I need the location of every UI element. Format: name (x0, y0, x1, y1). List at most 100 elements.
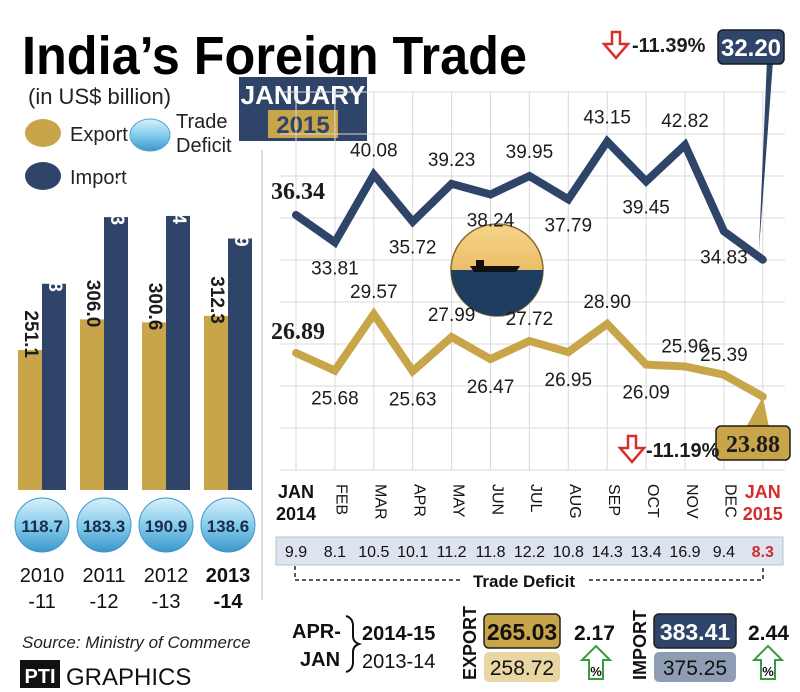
deficit-table-cell: 12.2 (514, 544, 545, 561)
ship-picture (450, 223, 544, 317)
month-label: FEB (333, 484, 350, 515)
summary-block: APR- JAN 2014-15 2013-14 EXPORT 265.03 2… (292, 606, 789, 682)
month-label: DEC (722, 484, 739, 518)
export-up-arrow-icon (579, 644, 613, 680)
import-current: 383.41 (660, 619, 731, 645)
trade-deficit-bracket: Trade Deficit (294, 566, 764, 591)
monthly-line-chart: 36.34 33.81 40.08 35.72 39.23 38.24 39.95 37.79… (271, 29, 791, 464)
import-bar-label: 369.8 (44, 244, 65, 292)
credit-logo: PTI (24, 666, 55, 688)
export-series-line (292, 307, 767, 401)
import-bar (42, 283, 66, 490)
import-point-label: 39.95 (506, 142, 554, 163)
trade-deficit-bubble-label: 138.6 (207, 517, 250, 536)
export-callout-box (715, 425, 791, 461)
bar-category-label: -12 (90, 591, 119, 613)
legend-import-label: Import (70, 167, 127, 189)
legend-import-swatch (25, 162, 61, 190)
import-point-label: 36.34 (271, 179, 325, 205)
badge-month: JANUARY (241, 80, 366, 110)
import-point-label: 43.15 (583, 107, 631, 128)
export-point-label: 27.99 (428, 305, 476, 326)
import-up-arrow-icon (751, 644, 785, 680)
export-bar (80, 319, 104, 490)
deficit-table-cell: 8.1 (324, 544, 346, 561)
month-label: NOV (683, 484, 700, 519)
export-summary-label: EXPORT (460, 606, 480, 680)
month-label: MAR (372, 484, 389, 520)
import-previous: 375.25 (663, 657, 727, 680)
export-bar-label: 300.6 (144, 283, 165, 331)
source-note: Source: Ministry of Commerce (22, 633, 251, 652)
period-label-apr: APR- (292, 621, 341, 643)
import-point-label: 37.79 (545, 215, 593, 236)
trade-deficit-bubble (138, 497, 194, 553)
bar-category-label: -13 (152, 591, 181, 613)
export-change-label: -11.19% (646, 440, 720, 462)
import-bar-label: 489.3 (106, 178, 127, 226)
import-down-arrow-icon (601, 30, 631, 60)
trade-deficit-bubble-label: 190.9 (145, 517, 188, 536)
deficit-table-cell: 14.3 (592, 544, 623, 561)
legend-deficit-label-2: Deficit (176, 135, 232, 157)
deficit-table-cell: 16.9 (669, 544, 700, 561)
trade-deficit-bubble (76, 497, 132, 553)
import-point-label: 34.83 (700, 247, 748, 268)
deficit-table-cell: 9.4 (713, 544, 735, 561)
year-current: 2014-15 (362, 623, 435, 645)
unit-note: (in US$ billion) (28, 84, 171, 109)
export-point-label: 29.57 (350, 282, 398, 303)
export-point-label: 28.90 (583, 292, 631, 313)
import-bar (166, 215, 190, 490)
import-point-label: 39.23 (428, 150, 476, 171)
import-callout-pointer (758, 64, 773, 252)
import-callout-value: 32.20 (721, 35, 781, 62)
month-year-label: 2015 (743, 504, 783, 524)
trade-deficit-bubble-label: 118.7 (21, 517, 63, 536)
import-callout-box (717, 29, 785, 65)
export-bar (204, 315, 228, 490)
month-label: MAY (449, 484, 466, 518)
legend-deficit-swatch (129, 118, 171, 152)
import-percent-sign: % (762, 664, 774, 679)
export-bar-label: 306.0 (82, 280, 103, 328)
export-callout-value: 23.88 (726, 432, 780, 458)
import-point-label: 42.82 (661, 111, 709, 132)
year-previous: 2013-14 (362, 651, 435, 673)
badge-year: 2015 (276, 112, 329, 139)
bar-category-label: 2010 (20, 565, 65, 587)
deficit-table-cell: 8.3 (752, 544, 774, 561)
deficit-table-cell: 11.8 (476, 544, 506, 561)
bar-category-label: 2012 (144, 565, 189, 587)
month-label: SEP (605, 484, 622, 516)
export-growth: 2.17 (574, 622, 615, 645)
export-bar-label: 312.3 (206, 276, 227, 324)
month-label: JAN (278, 482, 314, 502)
bar-category-label: 2013 (206, 565, 251, 587)
import-summary-label: IMPORT (630, 610, 650, 680)
trade-deficit-bubble-label: 183.3 (83, 517, 126, 536)
export-down-arrow-icon (617, 434, 647, 464)
import-bar-label: 491.4 (168, 176, 189, 224)
import-growth: 2.44 (748, 622, 789, 645)
month-label: APR (410, 484, 427, 517)
export-point-label: 26.09 (622, 383, 670, 404)
import-point-label: 38.24 (467, 210, 515, 231)
import-point-label: 35.72 (389, 238, 437, 259)
deficit-table-cell: 9.9 (285, 544, 307, 561)
import-bar-label: 450.9 (230, 199, 251, 247)
export-point-label: 25.68 (311, 389, 359, 410)
period-label-jan: JAN (300, 649, 340, 671)
export-bar (18, 349, 42, 490)
deficit-table-row (275, 536, 784, 566)
month-label: JUL (527, 484, 544, 513)
legend-export-label: Export (70, 124, 128, 146)
export-percent-sign: % (590, 664, 602, 679)
bar-category-label: -14 (214, 591, 244, 613)
import-point-label: 33.81 (311, 258, 359, 279)
bar-category-label: -11 (28, 591, 55, 613)
deficit-table-cell: 11.2 (437, 544, 467, 561)
